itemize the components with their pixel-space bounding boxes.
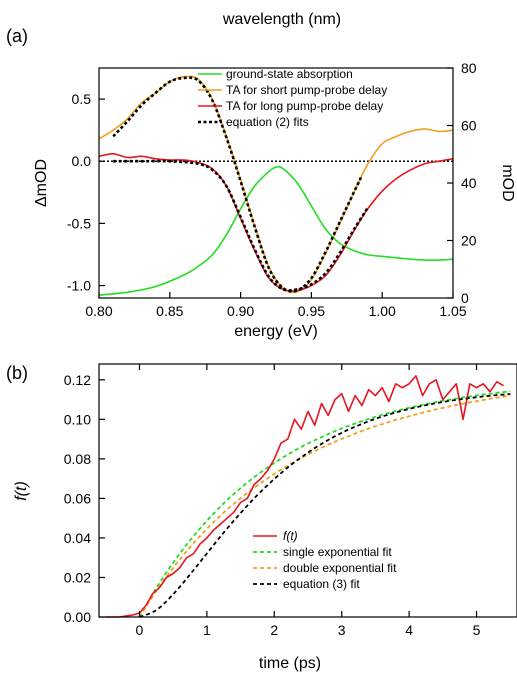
x-tick-label-b: 4 [405,622,413,638]
y-tick-label-b: 0.10 [64,411,91,427]
y-axis-title-b: f(t) [13,481,30,501]
x-tick-label-a: 1.05 [439,303,466,319]
series-a [98,75,454,296]
y-axis-title-right: mOD [499,164,516,201]
series-b [105,375,511,618]
panel-a: (a) wavelength (nm) 1.51.41.31.2 0.800.8… [6,11,516,340]
y-tick-label-b: 0.08 [64,451,91,467]
x-tick-label-b: 1 [203,622,211,638]
equation-2-fit-long-line [113,159,370,292]
legend-label-b: double exponential fit [283,561,397,575]
y-tick-label-left: 0.5 [72,91,92,107]
legend-label-a: equation (2) fits [226,115,309,129]
y-tick-label-b: 0.06 [64,490,91,506]
y-axis-title-left: ΔmOD [33,159,50,207]
legend-b: f(t) single exponential fit double exponen… [253,529,397,591]
x-tick-label-b: 2 [270,622,278,638]
ta-long-delay-line [98,152,454,292]
x-tick-label-b: 3 [338,622,346,638]
ticks-b: 0 1 2 3 4 5 0.00 0.02 0.04 0.06 0.08 0.10 0.12 [64,364,481,638]
x-axis-title-a: energy (eV) [234,323,318,340]
legend-label-b: f(t) [283,529,298,543]
y-tick-label-left: -0.5 [67,215,91,231]
ft-data-line [105,375,504,618]
panel-b-label: (b) [6,363,28,383]
y-tick-label-left: 0.0 [72,153,92,169]
x-tick-label-a: 0.80 [85,303,112,319]
legend-label-b: equation (3) fit [283,577,360,591]
y-tick-label-right: 20 [461,233,477,249]
plot-frame-b [98,363,517,618]
equation-3-fit-line [139,393,511,618]
plot-area-a [98,75,454,296]
equation-2-fit-short-line [112,76,363,293]
y-tick-label-b: 0.04 [64,530,91,546]
legend-label-b: single exponential fit [283,545,392,559]
x-tick-label-a: 0.85 [156,303,183,319]
legend-label-a: ground-state absorption [226,67,353,81]
x-tick-label-b: 0 [136,622,144,638]
ground-state-absorption-line [98,165,454,296]
ticks-a: 0.80 0.85 0.90 0.95 1.00 1.05 0.5 0.0 -0.5 -1.0 0 2… [67,60,477,319]
y-tick-label-right: 60 [461,118,477,134]
y-tick-label-right: 0 [461,290,469,306]
y-tick-label-right: 80 [461,60,477,76]
panel-a-label: (a) [6,26,28,46]
y-tick-label-b: 0.00 [64,609,91,625]
y-tick-label-b: 0.02 [64,569,91,585]
top-axis-title: wavelength (nm) [222,11,341,28]
legend-label-a: TA for short pump-probe delay [226,83,387,97]
x-tick-label-a: 0.95 [298,303,325,319]
x-tick-label-a: 0.90 [227,303,254,319]
single-exponential-fit-line [138,390,511,618]
y-tick-label-right: 40 [461,175,477,191]
y-tick-label-left: -1.0 [67,278,91,294]
legend-label-a: TA for long pump-probe delay [226,99,383,113]
x-tick-label-a: 1.00 [369,303,396,319]
x-tick-label-b: 5 [473,622,481,638]
x-axis-title-b: time (ps) [259,655,321,672]
double-exponential-fit-line [138,394,511,618]
legend-a: ground-state absorption TA for short pump… [198,67,387,129]
y-tick-label-b: 0.12 [64,372,91,388]
panel-b: (b) 0 1 2 3 4 5 0.00 0.02 0.04 0.06 0.08 0.10 0.12 t… [6,363,517,672]
